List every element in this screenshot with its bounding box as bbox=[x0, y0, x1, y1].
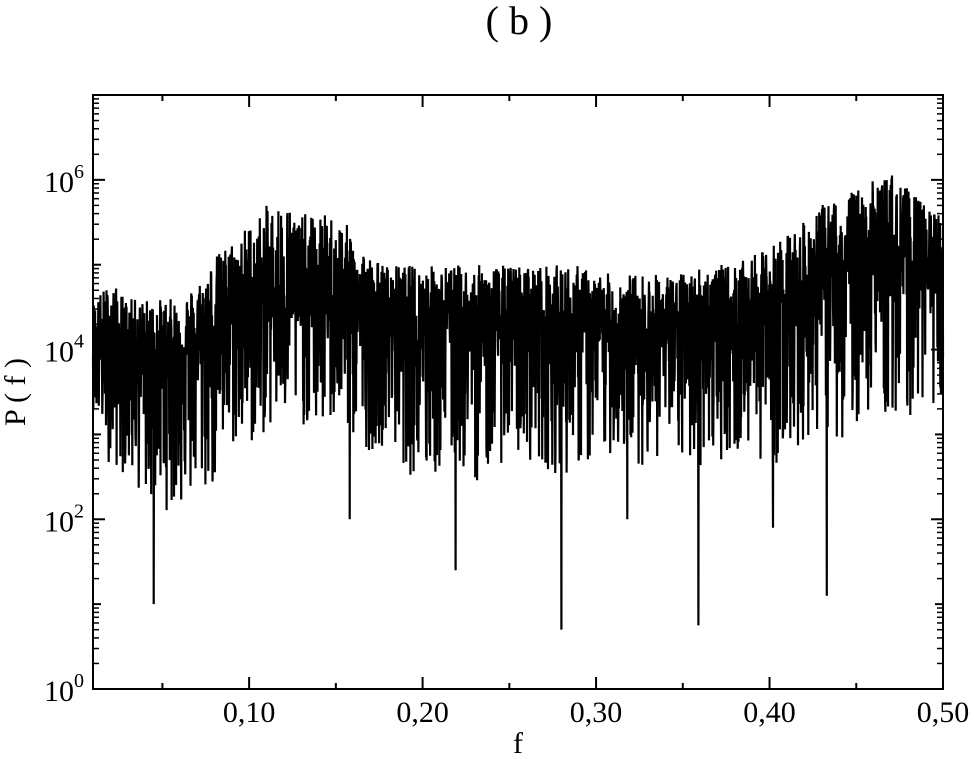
spectrum-line bbox=[91, 175, 945, 630]
x-tick-label: 0,40 bbox=[743, 696, 796, 729]
spectrum-series bbox=[91, 175, 945, 630]
x-axis-ticks: 0,10 0,20 0,30 0,40 0,50 bbox=[161, 95, 970, 729]
y-tick-base: 10 bbox=[44, 166, 74, 199]
y-tick-exponent: 2 bbox=[74, 500, 84, 522]
y-tick-exponent: 6 bbox=[74, 161, 84, 183]
y-tick-base: 10 bbox=[44, 336, 74, 369]
y-tick-exponent: 0 bbox=[74, 670, 84, 692]
y-tick-label: 104 bbox=[44, 331, 84, 369]
y-tick-label: 106 bbox=[44, 161, 84, 199]
y-tick-base: 10 bbox=[44, 505, 74, 538]
x-axis-label: f bbox=[513, 727, 523, 759]
y-tick-label: 102 bbox=[44, 500, 84, 538]
x-tick-label: 0,10 bbox=[223, 696, 276, 729]
y-tick-label: 100 bbox=[44, 670, 84, 708]
y-axis-label: P ( f ) bbox=[0, 358, 32, 426]
x-tick-label: 0,30 bbox=[570, 696, 623, 729]
y-tick-exponent: 4 bbox=[74, 331, 84, 353]
plot-frame bbox=[92, 94, 944, 690]
x-tick-label: 0,20 bbox=[396, 696, 449, 729]
y-tick-base: 10 bbox=[44, 675, 74, 708]
x-tick-label: 0,50 bbox=[917, 696, 970, 729]
chart-title: ( b ) bbox=[486, 0, 553, 43]
